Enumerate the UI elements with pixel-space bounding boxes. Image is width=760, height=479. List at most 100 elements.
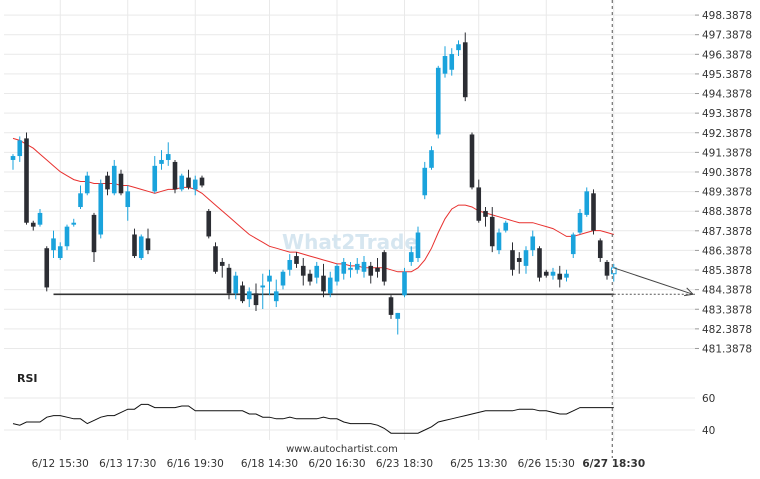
candle-body (334, 265, 340, 282)
candle (37, 208, 43, 227)
candle (111, 159, 117, 196)
candle-body (226, 267, 232, 294)
candle-body (354, 263, 360, 270)
candle (395, 312, 401, 335)
candle-body (570, 234, 576, 255)
time-tick-label: 6/18 14:30 (241, 458, 298, 470)
candle (91, 212, 97, 262)
candle (557, 265, 563, 288)
candle (327, 271, 333, 298)
candle (314, 261, 320, 284)
candle-body (489, 216, 495, 247)
price-tick-label: 484.3878 (702, 285, 752, 297)
candle-body (219, 261, 225, 266)
time-tick-label: 6/26 15:30 (518, 458, 575, 470)
candle (125, 185, 131, 221)
candle-body (381, 252, 387, 282)
candle-body (564, 273, 569, 278)
price-tick-label: 485.3878 (702, 265, 752, 277)
candle-body (111, 165, 117, 194)
candle (152, 156, 158, 194)
candle-body (503, 222, 509, 231)
candle-body (37, 212, 43, 225)
candle (246, 287, 252, 308)
candle (375, 258, 380, 278)
price-tick-label: 488.3878 (702, 206, 752, 218)
candle (240, 281, 245, 304)
price-tick-label: 493.3878 (702, 108, 752, 120)
candle-body (253, 293, 259, 306)
candle (348, 261, 353, 278)
candle (469, 132, 475, 190)
candle-body (159, 159, 164, 164)
candle (307, 269, 313, 286)
candle-body (240, 285, 245, 302)
forecast-line (613, 267, 694, 295)
candle-body (341, 261, 347, 274)
candle (584, 187, 590, 217)
candle-body (152, 165, 158, 192)
candle (71, 218, 77, 227)
time-axis: 6/12 15:30 6/13 17:30 6/16 19:30 6/18 14:30… (32, 458, 646, 470)
price-tick-label: 482.3878 (702, 324, 752, 336)
candle-body (138, 236, 144, 259)
candle (280, 269, 286, 290)
price-tick-label: 497.3878 (702, 30, 752, 42)
candle-body (307, 273, 313, 282)
candle-body (10, 156, 16, 160)
candle (435, 65, 441, 139)
candles (10, 32, 617, 335)
candle-body (132, 234, 137, 257)
time-tick-label: 6/23 18:30 (376, 458, 433, 470)
candle-body (348, 267, 353, 270)
candle-body (64, 226, 70, 247)
candle (105, 171, 110, 196)
candle-body (145, 238, 151, 251)
candle-body (577, 212, 583, 233)
candle (118, 169, 124, 196)
candle-body (435, 67, 441, 135)
candle (591, 189, 596, 235)
candle (462, 32, 468, 102)
candle-body (118, 173, 124, 194)
candle (192, 175, 198, 196)
candle (543, 269, 549, 278)
candle (132, 228, 137, 259)
candle-body (213, 246, 218, 272)
candle-body (71, 222, 77, 225)
candle (341, 258, 347, 280)
candle-body (246, 291, 252, 300)
candle-body (415, 232, 421, 259)
candle (442, 46, 448, 78)
candle-body (273, 291, 279, 302)
candle-body (199, 177, 205, 186)
candle-body (510, 250, 515, 270)
time-tick-label: 6/12 15:30 (32, 458, 89, 470)
candle-body (300, 265, 306, 276)
candle (388, 295, 394, 319)
candle (402, 267, 407, 298)
candle-body (17, 140, 23, 157)
candle (456, 40, 461, 57)
candle (253, 283, 259, 311)
candle-body (361, 261, 367, 272)
candle (408, 246, 414, 266)
candle (422, 161, 428, 200)
candle (24, 132, 29, 225)
candle (51, 230, 56, 259)
footer-url: www.autochartist.com (286, 444, 398, 455)
watermark: What2Trade (282, 230, 418, 254)
candle-body (523, 250, 529, 266)
candle-body (165, 154, 171, 160)
watermark-text: What2Trade (282, 230, 418, 254)
candle (489, 207, 495, 253)
candle (503, 220, 509, 233)
candle (159, 150, 164, 170)
candle (172, 159, 178, 194)
price-tick-label: 494.3878 (702, 89, 752, 101)
candle-body (314, 265, 320, 278)
candle-body (327, 277, 333, 294)
candle-body (584, 191, 590, 215)
candle-body (530, 236, 536, 251)
candle-body (44, 248, 50, 288)
